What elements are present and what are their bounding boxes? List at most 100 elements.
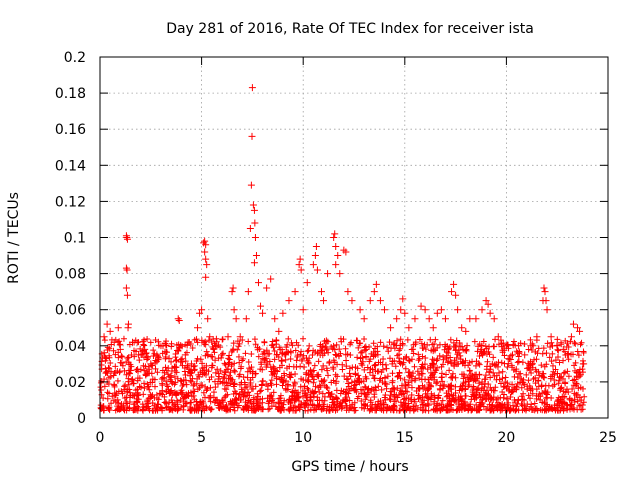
density-marker [289,388,296,395]
density-marker [538,362,545,369]
density-marker [199,360,206,367]
density-marker [177,377,184,384]
density-marker [273,381,280,388]
density-marker [319,352,326,359]
density-marker [361,366,368,373]
density-marker [231,367,238,374]
density-marker [515,397,522,404]
density-marker [108,400,115,407]
data-point [203,261,211,269]
data-point [124,324,132,332]
density-marker [364,386,371,393]
density-marker [421,341,428,348]
density-marker [487,406,494,413]
density-marker [371,362,378,369]
density-marker [559,393,566,400]
data-point [202,255,210,263]
data-point [122,264,130,272]
density-marker [451,363,458,370]
density-marker [476,361,483,368]
density-marker [169,380,176,387]
density-marker [324,367,331,374]
density-marker [367,365,374,372]
density-marker [116,338,123,345]
density-marker [408,384,415,391]
density-marker [183,393,190,400]
density-marker [332,371,339,378]
density-marker [367,399,374,406]
density-marker [297,383,304,390]
density-marker [300,335,307,342]
density-marker [152,365,159,372]
density-marker [527,395,534,402]
density-marker [271,371,278,378]
density-marker [377,359,384,366]
density-marker [446,367,453,374]
density-marker [342,345,349,352]
density-marker [285,335,292,342]
density-marker [152,337,159,344]
density-marker [287,348,294,355]
density-marker [407,405,414,412]
density-marker [278,349,285,356]
density-marker [161,399,168,406]
density-marker [536,372,543,379]
density-marker [422,376,429,383]
density-marker [259,399,266,406]
density-marker [375,383,382,390]
density-marker [290,389,297,396]
density-marker [399,340,406,347]
grid-lines [100,57,608,418]
data-point [466,315,474,323]
density-marker [433,405,440,412]
density-marker [275,353,282,360]
density-marker [473,387,480,394]
density-marker [500,340,507,347]
density-marker [333,341,340,348]
density-marker [259,351,266,358]
density-marker [280,406,287,413]
density-marker [576,369,583,376]
density-marker [436,341,443,348]
density-marker [476,371,483,378]
density-marker [230,346,237,353]
density-marker [372,345,379,352]
density-marker [250,405,257,412]
density-marker [410,346,417,353]
density-marker [144,383,151,390]
density-marker [328,343,335,350]
density-marker [234,338,241,345]
density-marker [215,355,222,362]
density-marker [102,357,109,364]
density-marker [342,389,349,396]
density-marker [543,395,550,402]
density-marker [278,358,285,365]
density-marker [498,343,505,350]
density-marker [516,348,523,355]
density-marker [304,391,311,398]
density-marker [487,366,494,373]
density-marker [274,368,281,375]
density-marker [237,396,244,403]
density-marker [577,402,584,409]
density-marker [456,349,463,356]
data-point [541,288,549,296]
density-marker [187,370,194,377]
data-point [417,302,425,310]
density-marker [380,343,387,350]
data-point [259,309,267,317]
density-marker [427,364,434,371]
density-marker [492,336,499,343]
density-marker [555,407,562,414]
density-marker [564,402,571,409]
density-marker [419,344,426,351]
data-point [433,309,441,317]
data-point [196,309,204,317]
data-point [279,309,287,317]
density-marker [205,337,212,344]
density-marker [287,404,294,411]
density-marker [493,372,500,379]
density-marker [471,392,478,399]
density-marker [525,392,532,399]
density-marker [558,373,565,380]
